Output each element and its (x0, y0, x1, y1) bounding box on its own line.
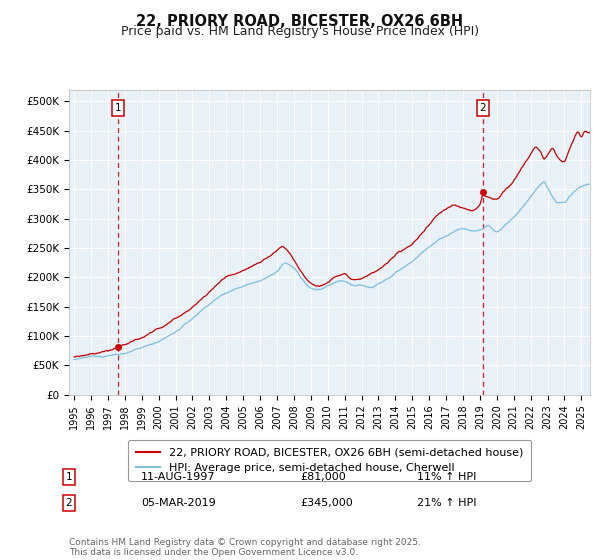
Text: £345,000: £345,000 (300, 498, 353, 508)
Text: Contains HM Land Registry data © Crown copyright and database right 2025.
This d: Contains HM Land Registry data © Crown c… (69, 538, 421, 557)
Text: 1: 1 (65, 472, 73, 482)
Text: 2: 2 (65, 498, 73, 508)
Text: 11% ↑ HPI: 11% ↑ HPI (417, 472, 476, 482)
Text: Price paid vs. HM Land Registry's House Price Index (HPI): Price paid vs. HM Land Registry's House … (121, 25, 479, 38)
Text: 22, PRIORY ROAD, BICESTER, OX26 6BH: 22, PRIORY ROAD, BICESTER, OX26 6BH (136, 14, 464, 29)
Legend: 22, PRIORY ROAD, BICESTER, OX26 6BH (semi-detached house), HPI: Average price, s: 22, PRIORY ROAD, BICESTER, OX26 6BH (sem… (128, 440, 531, 481)
Text: 1: 1 (115, 104, 121, 113)
Text: 21% ↑ HPI: 21% ↑ HPI (417, 498, 476, 508)
Text: £81,000: £81,000 (300, 472, 346, 482)
Text: 05-MAR-2019: 05-MAR-2019 (141, 498, 216, 508)
Text: 2: 2 (479, 104, 486, 113)
Text: 11-AUG-1997: 11-AUG-1997 (141, 472, 215, 482)
